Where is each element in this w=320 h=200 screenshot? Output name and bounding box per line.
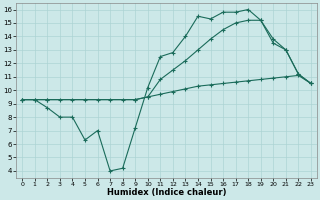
X-axis label: Humidex (Indice chaleur): Humidex (Indice chaleur) (107, 188, 226, 197)
